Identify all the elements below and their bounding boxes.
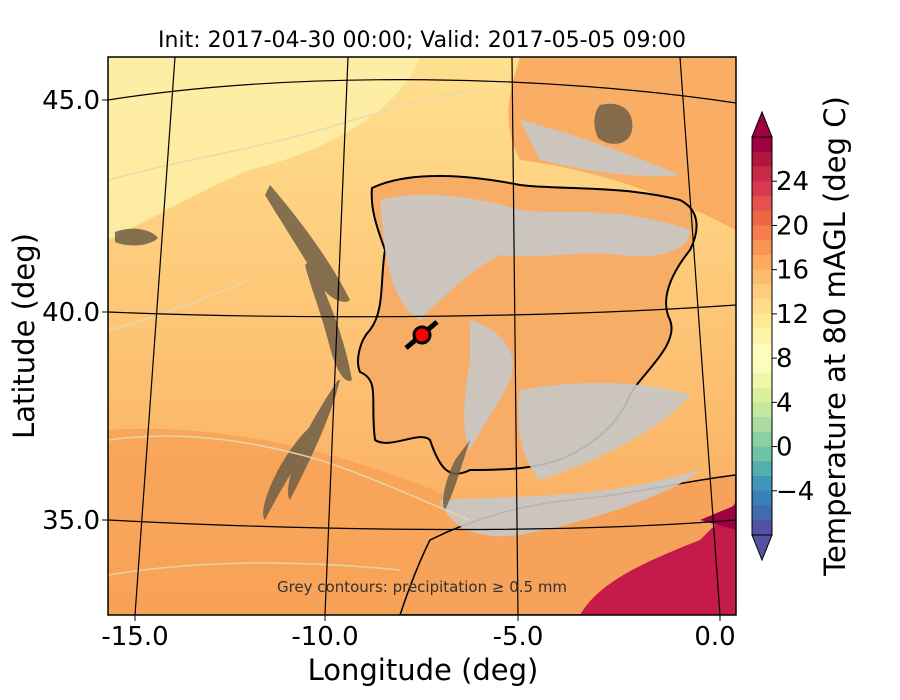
hot-core [700, 505, 736, 530]
colorbar-segment [752, 358, 772, 374]
colorbar-segment [752, 402, 772, 418]
colorbar-segment [752, 461, 772, 477]
colorbar-segment [752, 181, 772, 197]
precip-annotation: Grey contours: precipitation ≥ 0.5 mm [277, 578, 567, 596]
colorbar-segment [752, 446, 772, 462]
y-tick-label: 35.0 [42, 506, 100, 536]
lon-line-15 [134, 57, 176, 615]
colorbar-tick-label: 20 [776, 211, 809, 241]
colorbar-segment [752, 299, 772, 315]
colorbar-tick-label: 0 [776, 433, 793, 463]
y-axis-label: Latitude (deg) [7, 233, 41, 439]
x-tick-label: 0.0 [694, 622, 735, 652]
france-region [508, 57, 736, 230]
colorbar-tick-label: 8 [776, 344, 793, 374]
precip-contours [380, 120, 700, 537]
colorbar-segment [752, 490, 772, 507]
x-tick-label: -10.0 [291, 622, 358, 652]
plot-frame [107, 56, 737, 616]
colorbar-segment [752, 417, 772, 433]
temp-contours [108, 89, 471, 576]
colorbar-tick-label: 12 [776, 300, 809, 330]
y-tick-label: 40.0 [42, 298, 100, 328]
colorbar-frame [751, 136, 773, 536]
colorbar-segment [752, 269, 772, 285]
map-field [108, 57, 736, 615]
colorbar-segment [752, 225, 772, 241]
colorbar-segment [752, 137, 772, 153]
colorbar-tick-label: 24 [776, 167, 809, 197]
colorbar-segment [752, 254, 772, 271]
lat-line-45 [108, 79, 736, 104]
colorbar-segment [752, 431, 772, 448]
y-tick-label: 45.0 [42, 86, 100, 116]
terrain-streaks [115, 103, 633, 520]
colorbar-segment [752, 372, 772, 389]
colorbar-segment [752, 520, 772, 536]
colorbar-tick-label: 16 [776, 256, 809, 286]
colorbar-segment [752, 195, 772, 212]
colorbar-segment [752, 313, 772, 330]
colorbar-segment [752, 210, 772, 226]
lon-line-0 [679, 57, 721, 615]
colorbar-segment [752, 240, 772, 256]
x-tick-label: -5.0 [493, 622, 544, 652]
colorbar-segment [752, 387, 772, 403]
colorbar-segment [752, 328, 772, 344]
colorbar-label: Temperature at 80 mAGL (deg C) [818, 96, 852, 577]
colorbar-tick-label: −4 [776, 477, 814, 507]
x-axis-label: Longitude (deg) [308, 653, 539, 687]
colorbar-segment [752, 476, 772, 492]
lon-line-10 [324, 57, 349, 615]
colorbar: 24 20 16 12 8 4 0 −4 [751, 110, 814, 562]
colorbar-segment [752, 505, 772, 521]
lat-line-40 [108, 304, 736, 318]
graticule [108, 57, 736, 615]
colorbar-extend-max [751, 110, 773, 138]
colorbar-segment [752, 284, 772, 300]
colorbar-segment [752, 166, 772, 182]
chart-title: Init: 2017-04-30 00:00; Valid: 2017-05-0… [158, 28, 686, 53]
colorbar-extend-min [751, 534, 773, 562]
colorbar-tick-label: 4 [776, 388, 793, 418]
tick-marks [102, 99, 721, 621]
x-tick-label: -15.0 [101, 622, 168, 652]
site-marker [404, 320, 439, 350]
colorbar-segment [752, 151, 772, 167]
lat-line-35 [108, 519, 736, 531]
lon-line-5 [511, 57, 519, 615]
colorbar-segment [752, 343, 772, 359]
cool-region [108, 57, 420, 240]
hot-patch [580, 500, 736, 615]
